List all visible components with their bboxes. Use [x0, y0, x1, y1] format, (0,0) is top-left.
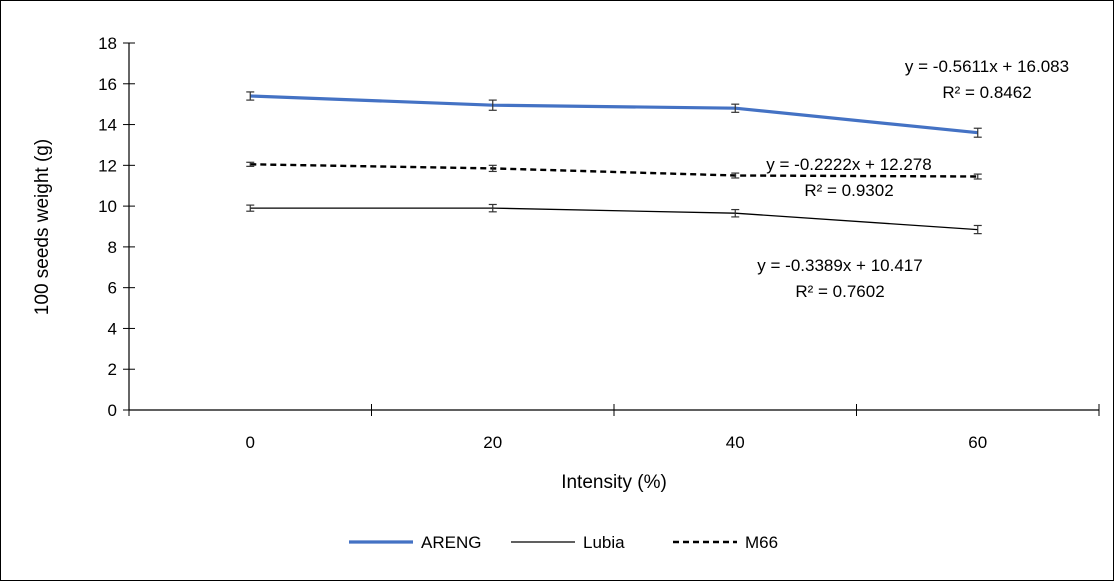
trendline-r2: R² = 0.9302: [804, 181, 893, 200]
series-line-lubia: [250, 208, 978, 230]
legend-item-m66: M66: [673, 533, 778, 552]
x-axis-title: Intensity (%): [561, 472, 667, 493]
y-tick-label: 18: [98, 34, 117, 53]
trendline-equation: y = -0.5611x + 16.083: [905, 57, 1069, 76]
series-lubia: [246, 204, 982, 233]
y-tick-label: 10: [98, 197, 117, 216]
trendline-equation: y = -0.2222x + 12.278: [766, 155, 931, 174]
x-axis-ticks: 0 20 40 60: [129, 404, 1099, 452]
y-tick-label: 6: [108, 279, 117, 298]
y-tick-label: 16: [98, 75, 117, 94]
x-tick-label: 20: [483, 433, 502, 452]
series-areng: [246, 92, 982, 137]
legend: ARENG Lubia M66: [349, 533, 778, 552]
trendline-annotations: y = -0.5611x + 16.083 R² = 0.8462 y = -0.3…: [757, 57, 1069, 301]
trendline-equation: y = -0.3389x + 10.417: [757, 256, 922, 275]
y-tick-label: 14: [98, 116, 117, 135]
y-axis-title: 100 seeds weight (g): [32, 139, 53, 315]
y-tick-label: 8: [108, 238, 117, 257]
series-line-areng: [250, 96, 978, 133]
x-tick-label: 60: [968, 433, 987, 452]
legend-item-areng: ARENG: [349, 533, 481, 552]
y-tick-label: 4: [108, 319, 117, 338]
legend-label: Lubia: [583, 533, 625, 552]
trendline-r2: R² = 0.8462: [942, 83, 1031, 102]
x-tick-label: 0: [246, 433, 255, 452]
y-tick-label: 12: [98, 156, 117, 175]
x-tick-label: 40: [726, 433, 745, 452]
legend-label: M66: [745, 533, 778, 552]
y-tick-label: 2: [108, 360, 117, 379]
y-tick-label: 0: [108, 401, 117, 420]
trendline-r2: R² = 0.7602: [795, 282, 884, 301]
legend-label: ARENG: [421, 533, 481, 552]
legend-item-lubia: Lubia: [511, 533, 625, 552]
